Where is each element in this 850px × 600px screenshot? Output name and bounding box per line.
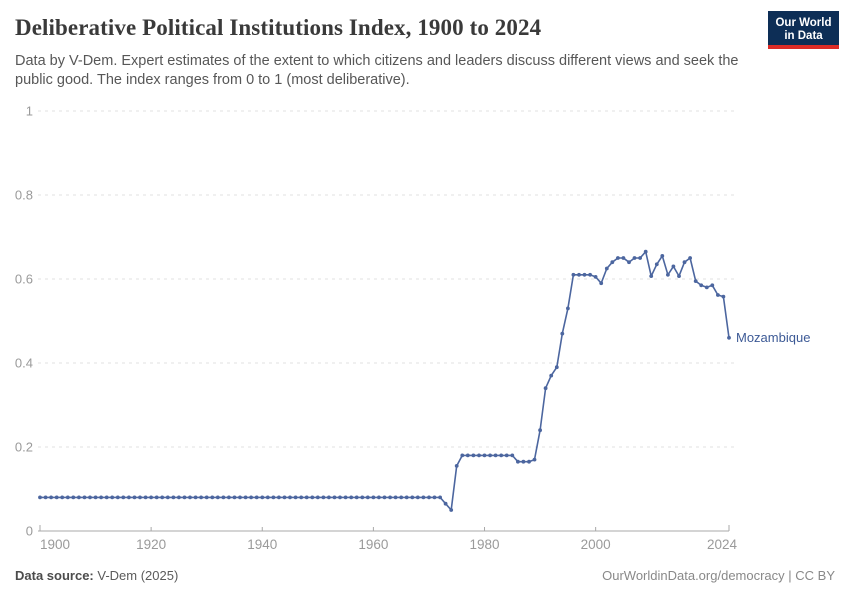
data-source-note: Data source: V-Dem (2025) [15,568,178,583]
data-source-value: V-Dem (2025) [93,568,179,583]
svg-text:1920: 1920 [136,537,166,552]
svg-text:1940: 1940 [247,537,277,552]
logo-line2: in Data [784,30,823,42]
svg-text:0.6: 0.6 [15,272,33,287]
logo-red-bar [768,45,839,49]
page-title: Deliberative Political Institutions Inde… [15,15,542,40]
data-source-label: Data source: [15,568,94,583]
svg-text:2000: 2000 [581,537,611,552]
svg-text:1900: 1900 [40,537,70,552]
footer-license-link[interactable]: OurWorldinData.org/democracy | CC BY [602,568,835,583]
svg-text:0.4: 0.4 [15,356,33,371]
svg-text:0.8: 0.8 [15,188,33,203]
series-label-mozambique: Mozambique [736,329,811,345]
svg-text:1: 1 [26,104,33,119]
logo-line1: Our World [775,16,832,29]
svg-text:1960: 1960 [358,537,388,552]
svg-text:2024: 2024 [707,537,738,552]
svg-text:0: 0 [26,524,33,539]
svg-text:1980: 1980 [469,537,499,552]
chart-footer: Data source: V-Dem (2025) OurWorldinData… [15,568,835,583]
svg-text:0.2: 0.2 [15,440,33,455]
chart-subtitle: Data by V-Dem. Expert estimates of the e… [15,53,739,89]
owid-logo[interactable]: Our World in Data [768,11,839,49]
